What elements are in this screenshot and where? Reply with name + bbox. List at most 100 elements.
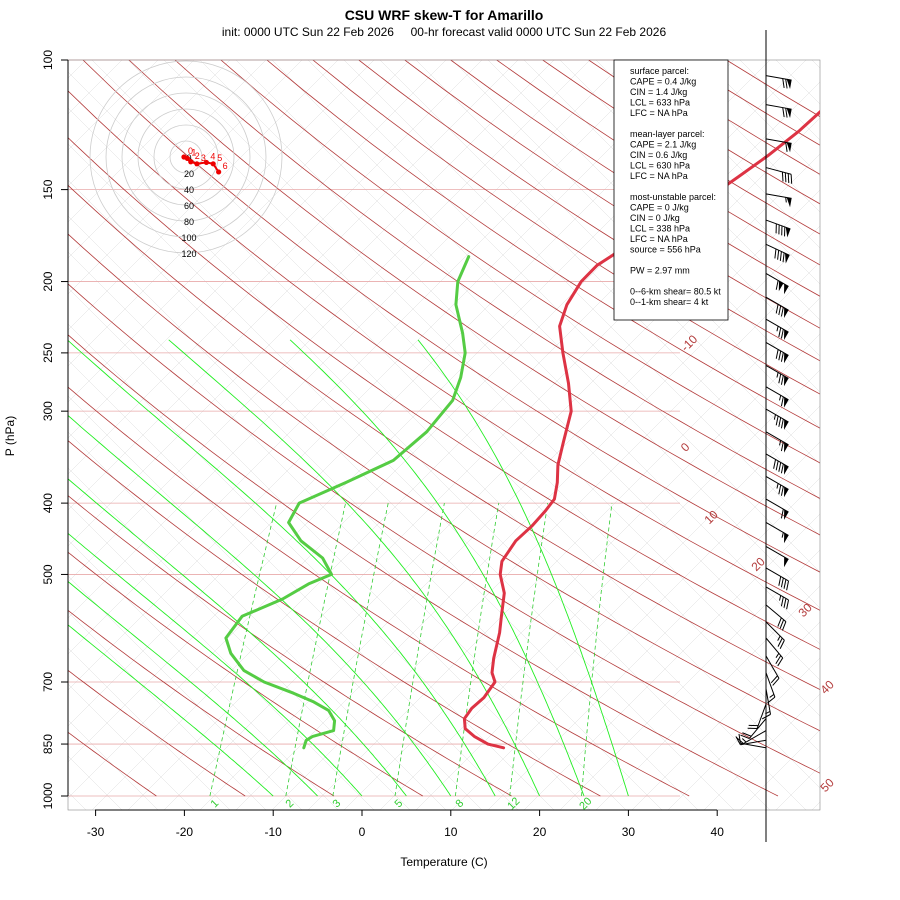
info-line: LFC = NA hPa bbox=[630, 234, 688, 244]
wind-barb bbox=[765, 586, 790, 610]
wind-barb-feather bbox=[784, 172, 787, 183]
wind-barb-feather bbox=[778, 417, 782, 427]
dry-adiabat bbox=[68, 440, 601, 797]
wind-barb-feather bbox=[738, 733, 741, 744]
chart-title: CSU WRF skew-T for Amarillo bbox=[345, 7, 544, 23]
grid-line bbox=[667, 60, 820, 213]
x-axis-label: Temperature (C) bbox=[400, 855, 487, 869]
wind-barb-feather bbox=[775, 415, 779, 426]
mixing-ratio-line bbox=[394, 503, 445, 797]
x-tick-label: -20 bbox=[176, 825, 194, 839]
grid-line bbox=[68, 431, 447, 810]
wind-barb-feather bbox=[778, 484, 782, 495]
wind-barb-shaft bbox=[765, 318, 789, 333]
grid-line bbox=[235, 225, 820, 810]
info-line: CIN = 1.4 J/kg bbox=[630, 87, 687, 97]
grid-line bbox=[68, 251, 627, 810]
wind-barb bbox=[765, 193, 792, 208]
wind-barb-pennant bbox=[784, 375, 789, 387]
wind-barb-feather bbox=[785, 142, 788, 152]
wind-barb bbox=[765, 219, 791, 238]
wind-barb-pennant bbox=[786, 79, 792, 89]
wind-barb-feather bbox=[780, 508, 784, 519]
wind-barb-half-feather bbox=[775, 653, 780, 658]
wind-barb-shaft bbox=[765, 364, 789, 379]
wind-barb-feather bbox=[787, 173, 790, 184]
mixing-ratio-line bbox=[285, 503, 346, 797]
wind-barb-feather bbox=[775, 349, 779, 359]
info-line: CIN = 0.6 J/kg bbox=[630, 150, 687, 160]
info-line: surface parcel: bbox=[630, 66, 689, 76]
wind-barb-shaft bbox=[756, 703, 767, 729]
wind-barb-half-feather bbox=[785, 197, 787, 203]
wind-barb-shaft bbox=[765, 655, 780, 679]
grid-line bbox=[68, 60, 591, 583]
dry-adiabat bbox=[68, 669, 246, 797]
dry-adiabat bbox=[312, 60, 820, 395]
dry-adiabat bbox=[68, 386, 690, 797]
wind-barb-feather bbox=[770, 675, 778, 684]
moist-adiabat bbox=[68, 580, 318, 797]
wind-barb-feather bbox=[780, 441, 784, 452]
dry-adiabat bbox=[174, 60, 820, 499]
info-line: LCL = 630 hPa bbox=[630, 161, 690, 171]
hodograph-ring-label: 60 bbox=[184, 201, 194, 211]
hodograph-ring-label: 40 bbox=[184, 185, 194, 195]
isotherm-label: -10 bbox=[678, 332, 700, 354]
hodograph-point-label: 2 bbox=[195, 151, 200, 161]
x-tick-label: 30 bbox=[622, 825, 636, 839]
wind-barb-pennant bbox=[786, 108, 792, 119]
wind-barb-shaft bbox=[743, 730, 767, 745]
wind-barb-half-feather bbox=[741, 738, 747, 743]
hodograph-point bbox=[210, 161, 216, 167]
hodograph-point bbox=[203, 159, 209, 166]
grid-line bbox=[68, 215, 663, 810]
isobars bbox=[68, 59, 680, 797]
wind-barb-shaft bbox=[765, 545, 789, 560]
wind-barb-feather bbox=[785, 78, 788, 89]
dry-adiabat bbox=[68, 609, 335, 797]
grid-line bbox=[68, 60, 447, 439]
wind-barb-feather bbox=[782, 107, 785, 118]
grid-line bbox=[68, 683, 195, 810]
moist-adiabat bbox=[68, 624, 274, 797]
wind-barb-feather bbox=[735, 736, 741, 746]
wind-barb-feather bbox=[778, 327, 782, 338]
dry-adiabat bbox=[220, 60, 820, 464]
hodograph-ring bbox=[137, 108, 235, 206]
grid-line bbox=[271, 60, 820, 609]
dry-adiabat bbox=[68, 551, 424, 797]
wind-barb-shaft bbox=[765, 688, 772, 715]
wind-barb-shaft bbox=[765, 637, 784, 659]
grid-line bbox=[68, 71, 807, 810]
grid-line bbox=[415, 60, 820, 465]
info-line: most-unstable parcel: bbox=[630, 192, 716, 202]
grid-line bbox=[68, 60, 375, 367]
wind-barb-feather bbox=[780, 307, 784, 317]
grid-line bbox=[68, 287, 591, 810]
wind-barb-feather bbox=[778, 305, 782, 316]
hodograph: 0204060801001200123456 bbox=[89, 60, 283, 259]
mixing-ratio-label: 8 bbox=[453, 797, 466, 810]
wind-barb-feather bbox=[774, 248, 777, 259]
y-axis-ticks: 100 150 200 250 300 400 500 700 850 1000 bbox=[41, 50, 68, 809]
wind-barb-feather bbox=[761, 713, 771, 720]
hodograph-ring-label: 120 bbox=[181, 249, 196, 259]
wind-barb-pennant bbox=[778, 280, 784, 292]
wind-barb-feather bbox=[775, 655, 782, 664]
x-tick-label: 10 bbox=[444, 825, 458, 839]
y-tick-label: 700 bbox=[41, 672, 55, 692]
wind-barb bbox=[747, 703, 767, 729]
x-tick-label: 40 bbox=[711, 825, 725, 839]
y-tick-label: 200 bbox=[41, 271, 55, 291]
wind-barb bbox=[765, 243, 790, 264]
y-tick-label: 1000 bbox=[41, 782, 55, 809]
y-tick-label: 150 bbox=[41, 179, 55, 199]
wind-barb-shaft bbox=[765, 586, 789, 601]
grid-line bbox=[68, 60, 627, 619]
wind-barb-shaft bbox=[765, 219, 791, 230]
info-line: PW = 2.97 mm bbox=[630, 266, 690, 276]
moist-adiabats bbox=[68, 339, 629, 797]
wind-barb-shaft bbox=[765, 476, 789, 490]
